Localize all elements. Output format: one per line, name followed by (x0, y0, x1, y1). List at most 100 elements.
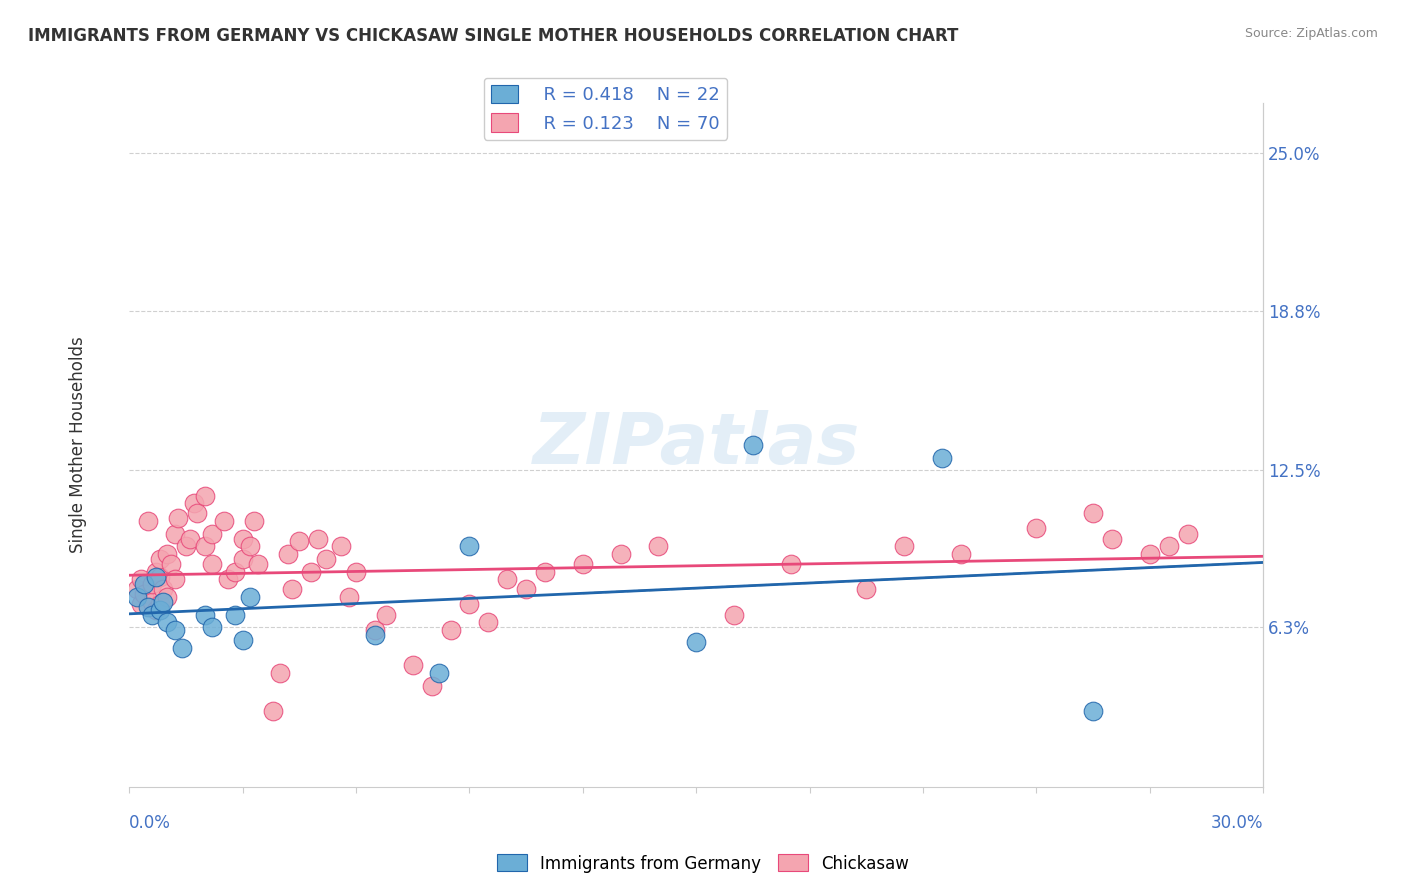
Text: ZIPatlas: ZIPatlas (533, 410, 860, 479)
Point (152, 595, 174, 609)
Point (145, 569, 167, 583)
Point (1157, 539, 1180, 553)
Point (855, 582, 877, 597)
Point (156, 615, 179, 630)
Point (141, 595, 163, 609)
Point (288, 534, 311, 549)
Legend:   R = 0.418    N = 22,   R = 0.123    N = 70: R = 0.418 N = 22, R = 0.123 N = 70 (484, 78, 727, 140)
Legend: Immigrants from Germany, Chickasaw: Immigrants from Germany, Chickasaw (491, 847, 915, 880)
Point (134, 577, 156, 591)
Point (186, 506, 208, 520)
Point (364, 628, 387, 642)
Point (779, 557, 801, 571)
Point (201, 557, 224, 571)
Point (224, 607, 246, 622)
Point (949, 547, 972, 561)
Point (217, 572, 239, 586)
Point (148, 552, 170, 566)
Point (931, 450, 953, 465)
Point (609, 547, 631, 561)
Point (246, 557, 269, 571)
Point (742, 438, 765, 452)
Point (129, 598, 152, 612)
Point (163, 572, 186, 586)
Point (364, 623, 387, 637)
Point (1025, 521, 1047, 535)
Point (156, 590, 179, 604)
Point (179, 532, 201, 546)
Point (243, 514, 266, 528)
Point (125, 590, 148, 604)
Point (375, 607, 398, 622)
Point (277, 547, 299, 561)
Point (163, 526, 186, 541)
Point (232, 632, 254, 647)
Point (148, 598, 170, 612)
Point (1081, 704, 1104, 718)
Point (136, 514, 159, 528)
Point (1081, 506, 1104, 520)
Point (647, 539, 669, 553)
Point (224, 565, 246, 579)
Point (307, 532, 329, 546)
Point (344, 565, 367, 579)
Point (148, 602, 170, 616)
Point (239, 590, 262, 604)
Point (194, 607, 217, 622)
Point (167, 511, 190, 525)
Point (125, 582, 148, 597)
Point (201, 620, 224, 634)
Point (129, 572, 152, 586)
Point (136, 600, 159, 615)
Point (893, 539, 915, 553)
Point (156, 547, 179, 561)
Point (212, 514, 235, 528)
Point (262, 704, 284, 718)
Point (141, 607, 163, 622)
Point (315, 552, 337, 566)
Point (201, 526, 224, 541)
Point (337, 590, 360, 604)
Point (299, 565, 322, 579)
Point (174, 539, 197, 553)
Point (145, 602, 167, 616)
Point (329, 539, 352, 553)
Point (402, 658, 425, 673)
Text: 30.0%: 30.0% (1211, 814, 1263, 832)
Text: Single Mother Households: Single Mother Households (69, 336, 87, 553)
Point (439, 623, 461, 637)
Point (458, 598, 481, 612)
Point (723, 607, 745, 622)
Point (134, 587, 156, 601)
Point (269, 665, 291, 680)
Point (183, 496, 205, 510)
Point (1101, 532, 1123, 546)
Point (141, 577, 163, 591)
Point (152, 582, 174, 597)
Point (477, 615, 499, 630)
Point (534, 565, 557, 579)
Point (148, 569, 170, 583)
Point (1139, 547, 1161, 561)
Text: Source: ZipAtlas.com: Source: ZipAtlas.com (1244, 27, 1378, 40)
Point (232, 532, 254, 546)
Point (420, 679, 443, 693)
Point (172, 640, 194, 655)
Point (458, 539, 481, 553)
Point (232, 552, 254, 566)
Point (281, 582, 304, 597)
Point (194, 539, 217, 553)
Point (515, 582, 537, 597)
Point (160, 557, 183, 571)
Point (145, 565, 167, 579)
Point (163, 623, 186, 637)
Point (1177, 526, 1199, 541)
Text: 0.0%: 0.0% (129, 814, 172, 832)
Point (427, 665, 450, 680)
Point (496, 572, 519, 586)
Point (239, 539, 262, 553)
Text: IMMIGRANTS FROM GERMANY VS CHICKASAW SINGLE MOTHER HOUSEHOLDS CORRELATION CHART: IMMIGRANTS FROM GERMANY VS CHICKASAW SIN… (28, 27, 959, 45)
Point (194, 489, 217, 503)
Point (572, 557, 595, 571)
Point (685, 635, 707, 649)
